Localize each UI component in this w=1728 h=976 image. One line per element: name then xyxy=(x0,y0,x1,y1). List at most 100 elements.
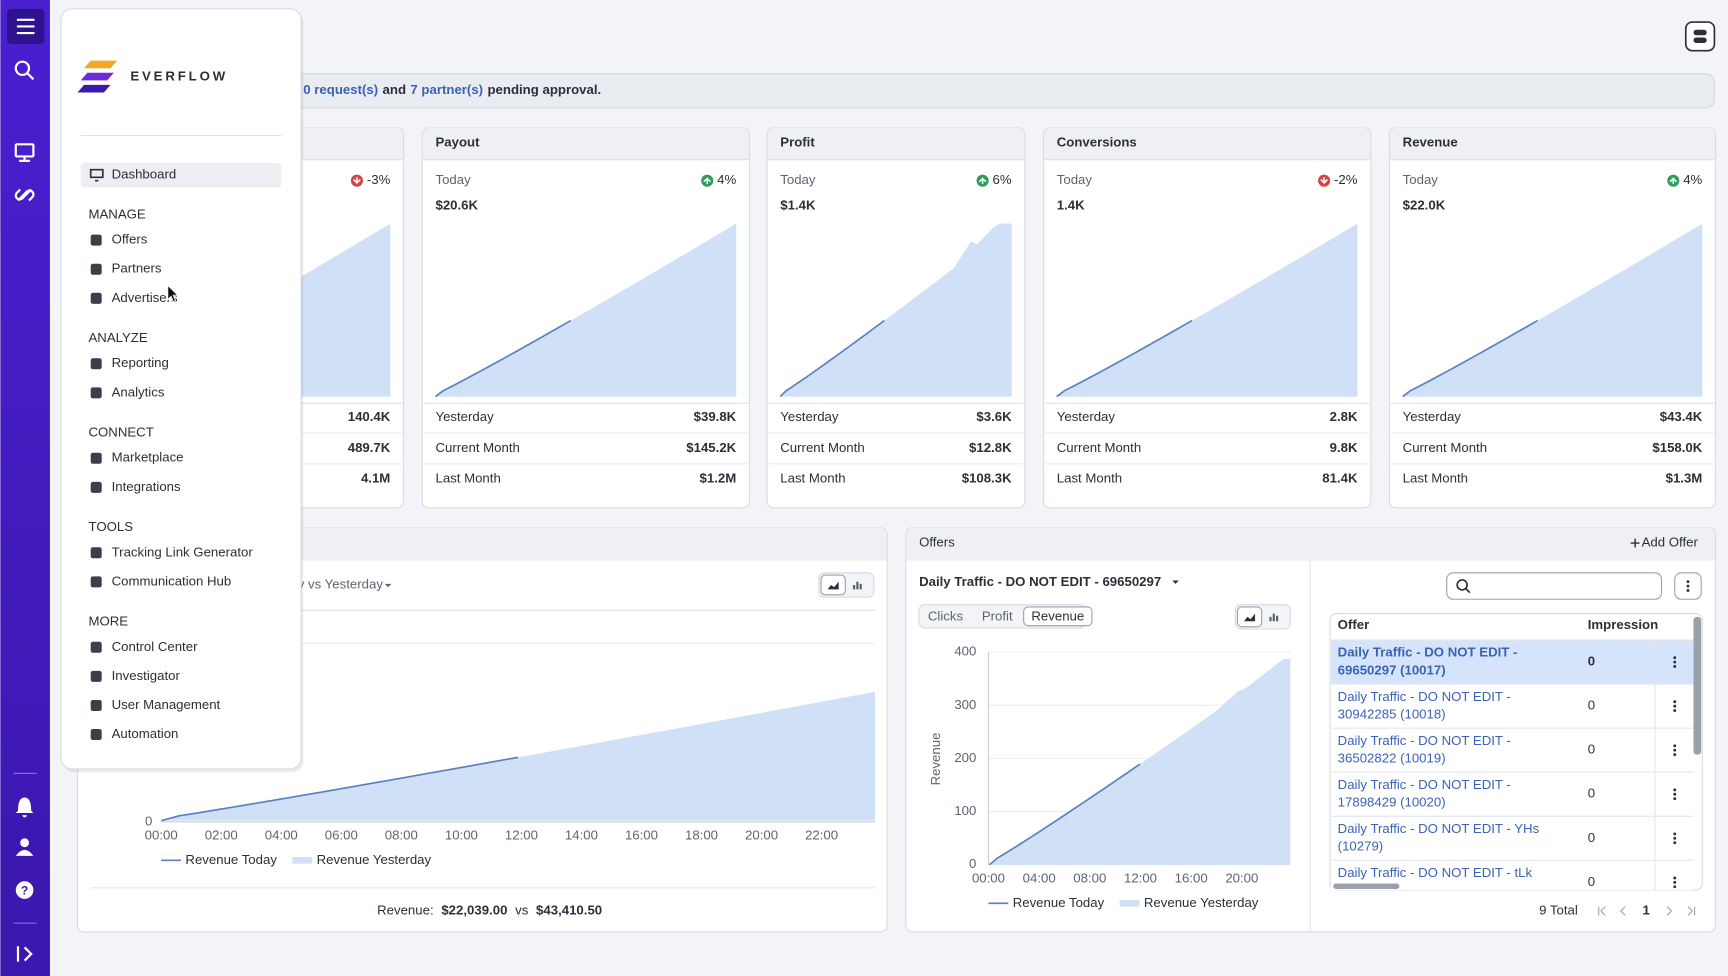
offer-name[interactable]: Daily Traffic - DO NOT EDIT - xyxy=(1338,777,1511,792)
table-row[interactable] xyxy=(1331,728,1694,773)
y-tick-label: 300 xyxy=(954,697,976,712)
banner-link[interactable]: 7 partner(s) xyxy=(410,82,483,97)
nav-item[interactable]: Offers xyxy=(112,232,148,247)
nav-icon xyxy=(90,576,102,588)
help-icon[interactable]: ? xyxy=(15,881,34,899)
kebab-dot xyxy=(1673,704,1677,708)
settings-toggle[interactable] xyxy=(1684,21,1716,52)
area-toggle[interactable] xyxy=(820,574,846,596)
x-tick-label: 06:00 xyxy=(325,828,358,843)
search-glyph xyxy=(1456,579,1468,591)
change: 6% xyxy=(993,172,1012,187)
summary-label: Revenue: xyxy=(377,902,434,917)
trend-arrow xyxy=(703,177,712,184)
row-value: $158.0K xyxy=(1652,440,1702,455)
chart-area xyxy=(780,223,1012,397)
total-count: 9 Total xyxy=(1539,902,1578,917)
row-value: $145.2K xyxy=(686,440,736,455)
nav-item[interactable]: Investigator xyxy=(112,668,181,683)
row-value: 81.4K xyxy=(1322,471,1358,486)
offer-name[interactable]: 17898429 (10020) xyxy=(1338,795,1446,810)
nav-item[interactable]: Communication Hub xyxy=(112,573,232,588)
range-dropdown[interactable]: y vs Yesterday xyxy=(298,576,384,591)
x-tick-label: 22:00 xyxy=(805,828,838,843)
offer-name[interactable]: (10279) xyxy=(1338,839,1384,854)
offer-dropdown[interactable]: Daily Traffic - DO NOT EDIT - 69650297 xyxy=(919,574,1161,589)
nav-item[interactable]: Partners xyxy=(112,261,162,276)
nav-item[interactable]: Marketplace xyxy=(112,450,184,465)
panel-header xyxy=(906,527,1715,561)
logo-mark xyxy=(77,84,111,93)
kebab-dot xyxy=(1673,744,1677,748)
nav-icon xyxy=(90,641,102,653)
offer-name[interactable]: Daily Traffic - DO NOT EDIT - xyxy=(1338,645,1518,660)
card-header xyxy=(1044,127,1371,160)
offer-name[interactable]: Daily Traffic - DO NOT EDIT - YHs xyxy=(1338,821,1540,836)
cursor xyxy=(167,284,179,303)
x-tick-label: 20:00 xyxy=(745,828,778,843)
table-row[interactable] xyxy=(1331,684,1694,729)
search-icon[interactable] xyxy=(14,60,35,81)
nav-item[interactable]: Automation xyxy=(112,726,179,741)
logo-mark xyxy=(84,60,118,69)
row-value: $12.8K xyxy=(969,440,1012,455)
table-row[interactable] xyxy=(1331,772,1694,817)
row-value: 140.4K xyxy=(348,409,391,424)
banner-text: pending approval. xyxy=(487,82,601,97)
offer-name[interactable]: Daily Traffic - DO NOT EDIT - tLk xyxy=(1338,865,1533,880)
row-label: Current Month xyxy=(435,440,519,455)
nav-icon xyxy=(90,263,102,275)
tab[interactable]: Revenue xyxy=(1031,608,1084,623)
tab[interactable]: Clicks xyxy=(928,608,964,623)
today-label: Today xyxy=(435,172,471,187)
pager-button[interactable] xyxy=(1598,906,1606,916)
plus-icon xyxy=(1630,538,1640,548)
pager-button[interactable] xyxy=(1620,906,1626,916)
banner-link[interactable]: 0 request(s) xyxy=(303,82,378,97)
card-header xyxy=(422,127,749,160)
card-header xyxy=(1390,127,1715,160)
offer-name[interactable]: 36502822 (10019) xyxy=(1338,750,1446,765)
y-axis-label: Revenue xyxy=(928,733,943,786)
summary-value: $43,410.50 xyxy=(536,902,602,917)
offer-name[interactable]: 69650297 (10017) xyxy=(1338,662,1446,677)
nav-item[interactable]: Control Center xyxy=(112,639,198,654)
kebab-dot xyxy=(1673,797,1677,801)
nav-item[interactable]: Analytics xyxy=(112,384,165,399)
pager-button[interactable] xyxy=(1687,906,1696,916)
chart-line xyxy=(160,756,519,822)
user-icon[interactable] xyxy=(15,838,34,856)
table-row[interactable] xyxy=(1331,640,1694,685)
scrollbar xyxy=(1693,616,1702,755)
offer-name[interactable]: Daily Traffic - DO NOT EDIT - xyxy=(1338,689,1511,704)
nav-icon xyxy=(90,729,102,741)
nav-icon xyxy=(90,699,102,711)
add-offer-button[interactable]: Add Offer xyxy=(1642,535,1699,550)
kebab-dot xyxy=(1673,748,1677,752)
expand-icon[interactable] xyxy=(16,946,33,962)
row-value: $1.3M xyxy=(1666,471,1703,486)
nav-item[interactable]: User Management xyxy=(112,697,221,712)
nav-item[interactable]: Dashboard xyxy=(112,167,177,182)
table-row[interactable] xyxy=(1331,816,1694,861)
nav-section-title: TOOLS xyxy=(88,519,133,534)
pager-button[interactable] xyxy=(1666,906,1673,916)
offer-name[interactable]: Daily Traffic - DO NOT EDIT - xyxy=(1338,733,1511,748)
tab[interactable]: Profit xyxy=(982,608,1013,623)
bell-icon[interactable] xyxy=(15,797,34,818)
nav-item[interactable]: Advertisers xyxy=(112,290,178,305)
area-toggle[interactable] xyxy=(1236,606,1263,628)
nav-item[interactable]: Integrations xyxy=(112,479,181,494)
row-label: Current Month xyxy=(780,440,864,455)
nav-item[interactable]: Reporting xyxy=(112,355,169,370)
nav-item[interactable]: Tracking Link Generator xyxy=(112,544,254,559)
caret xyxy=(384,583,392,588)
search-box[interactable] xyxy=(1446,572,1663,600)
trend-arrow xyxy=(1669,177,1678,184)
offer-name[interactable]: 30942285 (10018) xyxy=(1338,706,1446,721)
monitor-icon[interactable] xyxy=(14,143,35,162)
impressions: 0 xyxy=(1588,654,1595,669)
link-icon[interactable] xyxy=(14,188,35,202)
row-label: Last Month xyxy=(780,471,845,486)
